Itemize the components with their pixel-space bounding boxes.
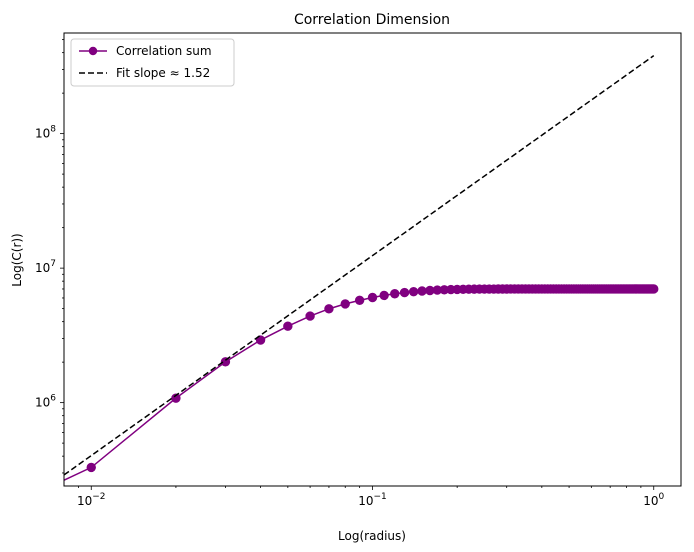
legend-label: Fit slope ≈ 1.52 [116,66,210,80]
legend-box [70,38,235,87]
data-point [283,321,293,331]
data-point [220,357,231,367]
x-tick-label: 10−2 [77,492,106,508]
legend-marker [88,46,98,56]
data-point [379,290,389,301]
data-point [649,284,659,294]
data-point [399,287,410,298]
chart-title: Correlation Dimension [294,12,450,28]
data-point [324,304,334,314]
plot-frame [63,32,682,487]
y-axis-ticks: 106 107 108 [35,125,64,410]
series-layer [64,55,659,481]
y-tick-label: 106 [35,394,56,410]
x-axis-label: Log(radius) [338,529,406,543]
data-point [305,311,315,321]
data-point [390,289,400,299]
x-axis-ticks: 10−2 10−1 100 [77,486,665,508]
data-point [86,462,96,473]
series-line [64,55,655,476]
data-point [408,287,419,297]
legend-label: Correlation sum [116,44,212,58]
data-point [367,292,378,303]
y-tick-label: 107 [35,259,56,275]
data-point [354,295,365,306]
x-tick-label: 10−1 [358,492,387,508]
data-point [255,335,266,345]
y-tick-label: 108 [35,125,56,141]
data-point [340,299,350,309]
legend: Correlation sum Fit slope ≈ 1.52 [70,38,235,87]
plot-area [64,33,681,486]
y-axis-label: Log(C(r)) [10,233,24,286]
data-point [417,286,427,296]
x-tick-label: 100 [643,492,664,508]
